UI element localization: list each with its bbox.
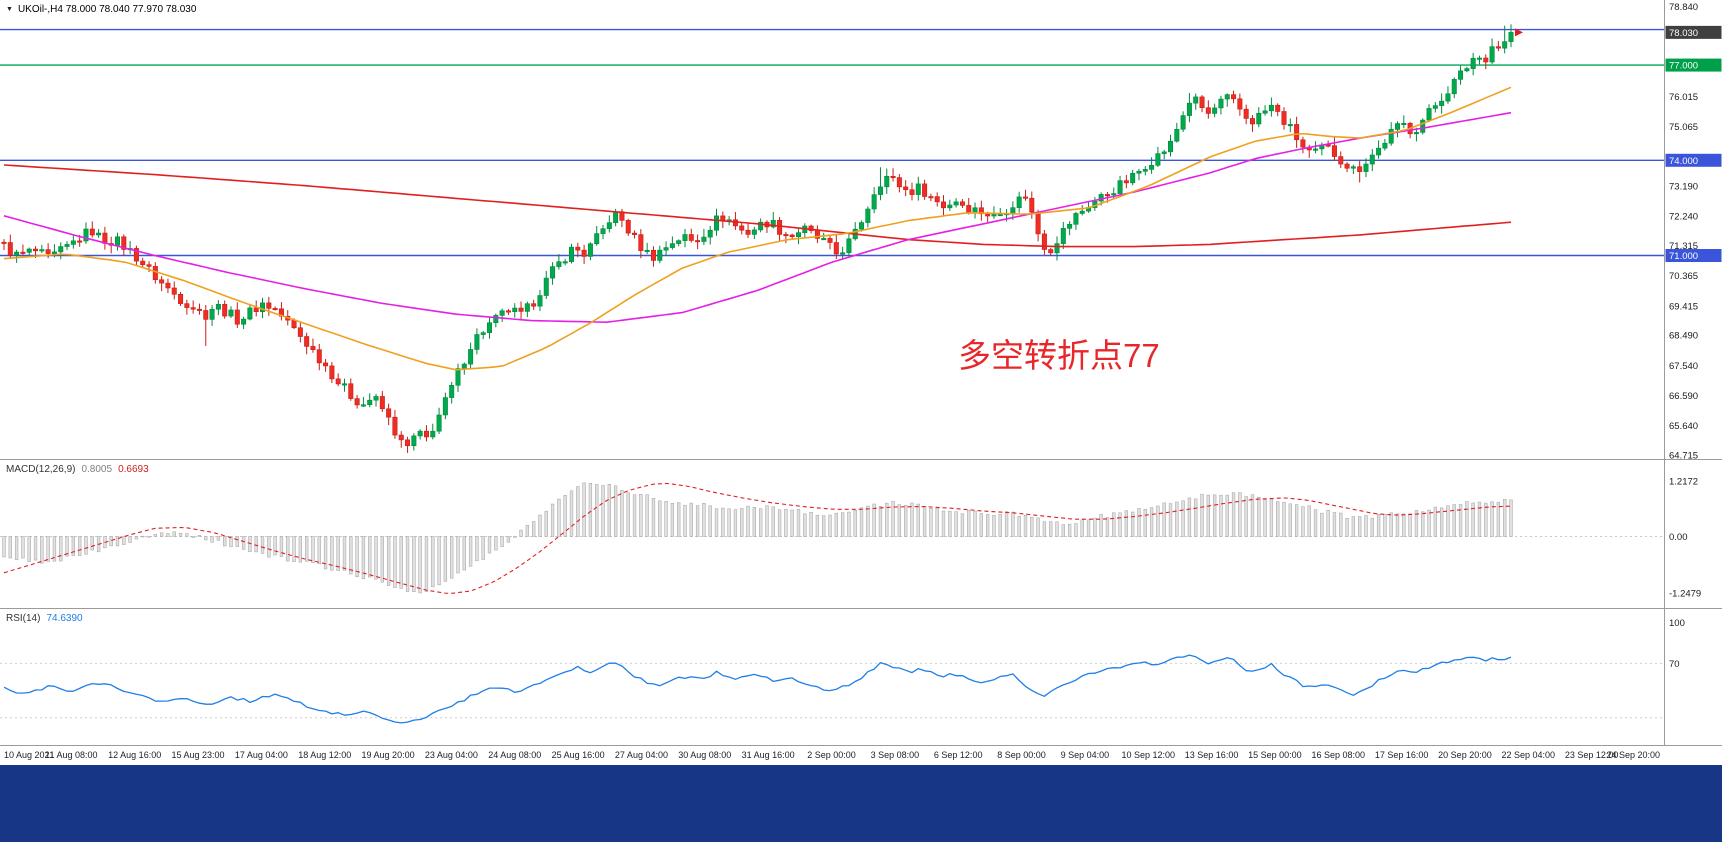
macd-panel[interactable] — [0, 482, 1665, 594]
price-level-lines — [0, 28, 1665, 257]
ma-slow-red — [3, 164, 1512, 248]
level-71-box — [1665, 249, 1722, 263]
time-tick: 13 Sep 16:00 — [1185, 750, 1239, 760]
price-tick: 65.640 — [1669, 421, 1698, 432]
time-tick: 30 Aug 08:00 — [678, 750, 731, 760]
time-tick: 24 Sep 20:00 — [1606, 750, 1660, 760]
rsi-value: 74.6390 — [46, 613, 83, 624]
macd-tick: -1.2479 — [1669, 589, 1701, 600]
price-tick: 71.315 — [1669, 241, 1698, 252]
level-74-box — [1665, 153, 1722, 167]
bid-price-box — [1665, 25, 1722, 39]
rsi-line — [3, 654, 1512, 724]
bottom-strip — [0, 765, 1722, 842]
price-tick: 78.840 — [1669, 2, 1698, 13]
ma-fast-orange — [3, 86, 1512, 371]
time-tick: 25 Aug 16:00 — [552, 750, 605, 760]
time-tick: 18 Aug 12:00 — [298, 750, 351, 760]
symbol-dropdown-icon[interactable]: ▼ — [6, 5, 13, 13]
price-tick: 67.540 — [1669, 361, 1698, 372]
bid-price-arrow — [1515, 28, 1523, 37]
price-tick: 66.590 — [1669, 391, 1698, 402]
rsi-indicator-label: RSI(14) 74.6390 — [6, 613, 83, 624]
rsi-name: RSI(14) — [6, 613, 41, 624]
rsi-tick: 70 — [1669, 659, 1680, 670]
time-tick: 27 Aug 04:00 — [615, 750, 668, 760]
rsi-panel[interactable] — [0, 654, 1665, 724]
time-tick: 2 Sep 00:00 — [807, 750, 856, 760]
symbol-ohlc-text: UKOil-,H4 78.000 78.040 77.970 78.030 — [17, 4, 197, 15]
time-tick: 9 Sep 04:00 — [1061, 750, 1110, 760]
level-74-box-text: 74.000 — [1669, 156, 1698, 167]
price-tick: 72.240 — [1669, 212, 1698, 223]
rsi-tick: 100 — [1669, 618, 1685, 629]
time-tick: 15 Aug 23:00 — [172, 750, 225, 760]
macd-indicator-label: MACD(12,26,9) 0.8005 0.6693 — [6, 464, 149, 475]
time-tick: 3 Sep 08:00 — [871, 750, 920, 760]
chart-annotation: 多空转折点77 — [958, 337, 1160, 374]
candles-layer — [1, 24, 1514, 453]
time-tick: 11 Aug 08:00 — [45, 750, 97, 760]
price-tick: 75.065 — [1669, 122, 1698, 133]
time-tick: 10 Sep 12:00 — [1121, 750, 1175, 760]
price-axis[interactable]: 78.840 76.015 75.065 73.190 72.240 71.315 70.3… — [1665, 2, 1722, 670]
price-tick: 64.715 — [1669, 450, 1698, 461]
time-tick: 19 Aug 20:00 — [362, 750, 415, 760]
time-tick: 16 Sep 08:00 — [1311, 750, 1365, 760]
macd-tick: 0.00 — [1669, 532, 1688, 543]
macd-value-signal: 0.6693 — [118, 464, 149, 475]
time-tick: 15 Sep 00:00 — [1248, 750, 1302, 760]
macd-name: MACD(12,26,9) — [6, 464, 76, 475]
time-tick: 12 Aug 16:00 — [108, 750, 161, 760]
time-tick: 17 Aug 04:00 — [235, 750, 288, 760]
price-tick: 73.190 — [1669, 181, 1698, 192]
time-tick: 20 Sep 20:00 — [1438, 750, 1492, 760]
time-tick: 31 Aug 16:00 — [742, 750, 795, 760]
bid-price-box-text: 78.030 — [1669, 28, 1698, 39]
macd-signal-line — [3, 482, 1512, 594]
moving-averages-layer — [3, 86, 1512, 371]
time-tick: 24 Aug 08:00 — [488, 750, 541, 760]
symbol-info-bar: ▼ UKOil-,H4 78.000 78.040 77.970 78.030 — [6, 4, 196, 15]
time-tick: 23 Aug 04:00 — [425, 750, 478, 760]
macd-tick: 1.2172 — [1669, 477, 1698, 488]
panel-separators — [0, 0, 1722, 746]
level-71-box-text: 71.000 — [1669, 251, 1698, 262]
time-tick: 6 Sep 12:00 — [934, 750, 983, 760]
time-tick: 23 Sep 12:00 — [1565, 750, 1619, 760]
time-tick: 17 Sep 16:00 — [1375, 750, 1429, 760]
level-77-box-text: 77.000 — [1669, 61, 1698, 72]
price-tick: 70.365 — [1669, 271, 1698, 282]
macd-value-main: 0.8005 — [81, 464, 113, 475]
price-tick: 68.490 — [1669, 331, 1698, 342]
level-77-box — [1665, 58, 1722, 72]
time-tick: 8 Sep 00:00 — [997, 750, 1046, 760]
time-tick: 10 Aug 2021 — [4, 750, 55, 760]
price-tick: 69.415 — [1669, 301, 1698, 312]
price-tick: 76.015 — [1669, 92, 1698, 103]
ma-mid-magenta — [3, 111, 1512, 324]
time-tick: 22 Sep 04:00 — [1502, 750, 1556, 760]
